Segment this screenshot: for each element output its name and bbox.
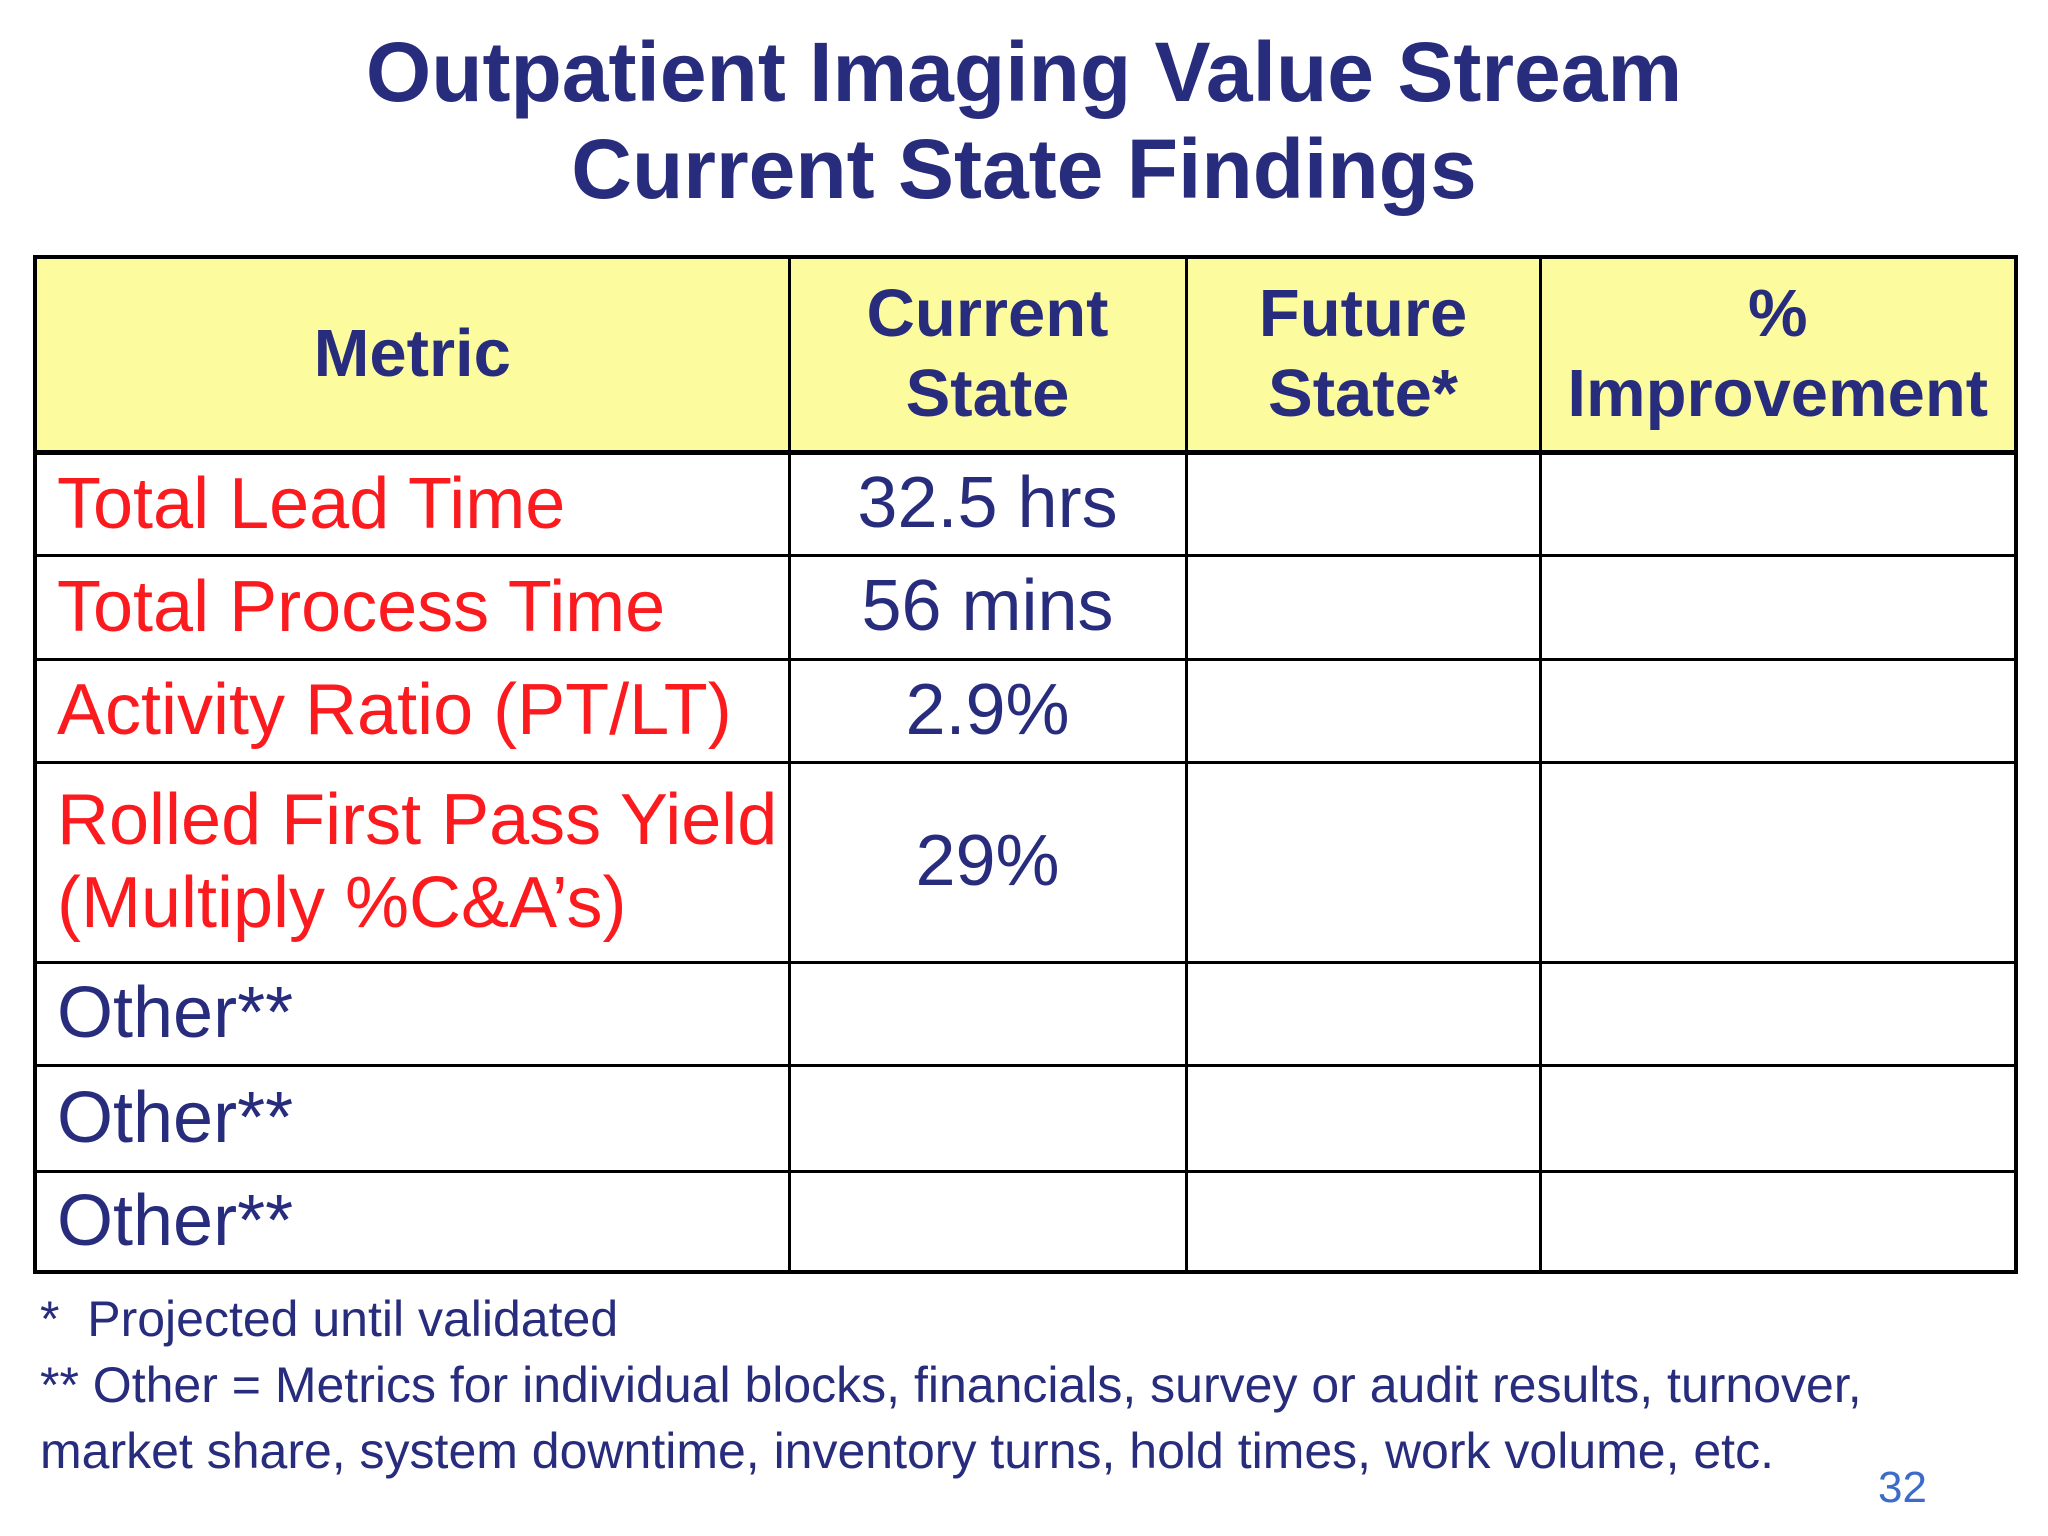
- slide-title-line1: Outpatient Imaging Value Stream: [365, 25, 1683, 119]
- metric-cell: Rolled First Pass Yield (Multiply %C&A’s…: [33, 760, 791, 964]
- future-state-cell: [1184, 1063, 1542, 1173]
- table-row: Rolled First Pass Yield (Multiply %C&A’s…: [33, 760, 2018, 964]
- header-current-state: Current State: [787, 255, 1188, 455]
- header-metric: Metric: [33, 255, 791, 455]
- future-state-cell: [1184, 450, 1542, 557]
- slide-title: Outpatient Imaging Value Stream Current …: [0, 24, 2048, 219]
- current-state-cell: [787, 1063, 1188, 1173]
- table-row: Activity Ratio (PT/LT) 2.9%: [33, 657, 2018, 764]
- metric-cell: Activity Ratio (PT/LT): [33, 657, 791, 764]
- improvement-cell: [1538, 553, 2018, 661]
- improvement-cell: [1538, 1063, 2018, 1173]
- future-state-cell: [1184, 1169, 1542, 1274]
- current-state-cell: 29%: [787, 760, 1188, 964]
- metric-cell: Total Lead Time: [33, 450, 791, 557]
- improvement-cell: [1538, 960, 2018, 1067]
- footnotes: * Projected until validated ** Other = M…: [40, 1286, 1995, 1484]
- metric-cell: Other**: [33, 1063, 791, 1173]
- header-row: Metric Current State Future State* % Imp…: [33, 255, 2018, 455]
- page-number: 32: [1878, 1463, 1927, 1512]
- future-state-cell: [1184, 760, 1542, 964]
- table-row: Other**: [33, 1169, 2018, 1274]
- table-row: Total Lead Time 32.5 hrs: [33, 450, 2018, 557]
- current-state-cell: 32.5 hrs: [787, 450, 1188, 557]
- metric-cell: Other**: [33, 960, 791, 1067]
- slide-title-line2: Current State Findings: [571, 122, 1477, 217]
- table-row: Total Process Time 56 mins: [33, 553, 2018, 661]
- future-state-cell: [1184, 960, 1542, 1067]
- findings-table: Metric Current State Future State* % Imp…: [33, 255, 2018, 1274]
- table-row: Other**: [33, 1063, 2018, 1173]
- future-state-cell: [1184, 553, 1542, 661]
- current-state-cell: [787, 960, 1188, 1067]
- table-row: Other**: [33, 960, 2018, 1067]
- future-state-cell: [1184, 657, 1542, 764]
- header-future-state: Future State*: [1184, 255, 1542, 455]
- improvement-cell: [1538, 1169, 2018, 1274]
- current-state-cell: [787, 1169, 1188, 1274]
- metric-cell: Total Process Time: [33, 553, 791, 661]
- metric-cell: Other**: [33, 1169, 791, 1274]
- footnote-other: ** Other = Metrics for individual blocks…: [40, 1357, 1876, 1479]
- footnote-projected: * Projected until validated: [40, 1291, 619, 1347]
- improvement-cell: [1538, 450, 2018, 557]
- improvement-cell: [1538, 657, 2018, 764]
- header-improvement: % Improvement: [1538, 255, 2018, 455]
- current-state-cell: 56 mins: [787, 553, 1188, 661]
- current-state-cell: 2.9%: [787, 657, 1188, 764]
- improvement-cell: [1538, 760, 2018, 964]
